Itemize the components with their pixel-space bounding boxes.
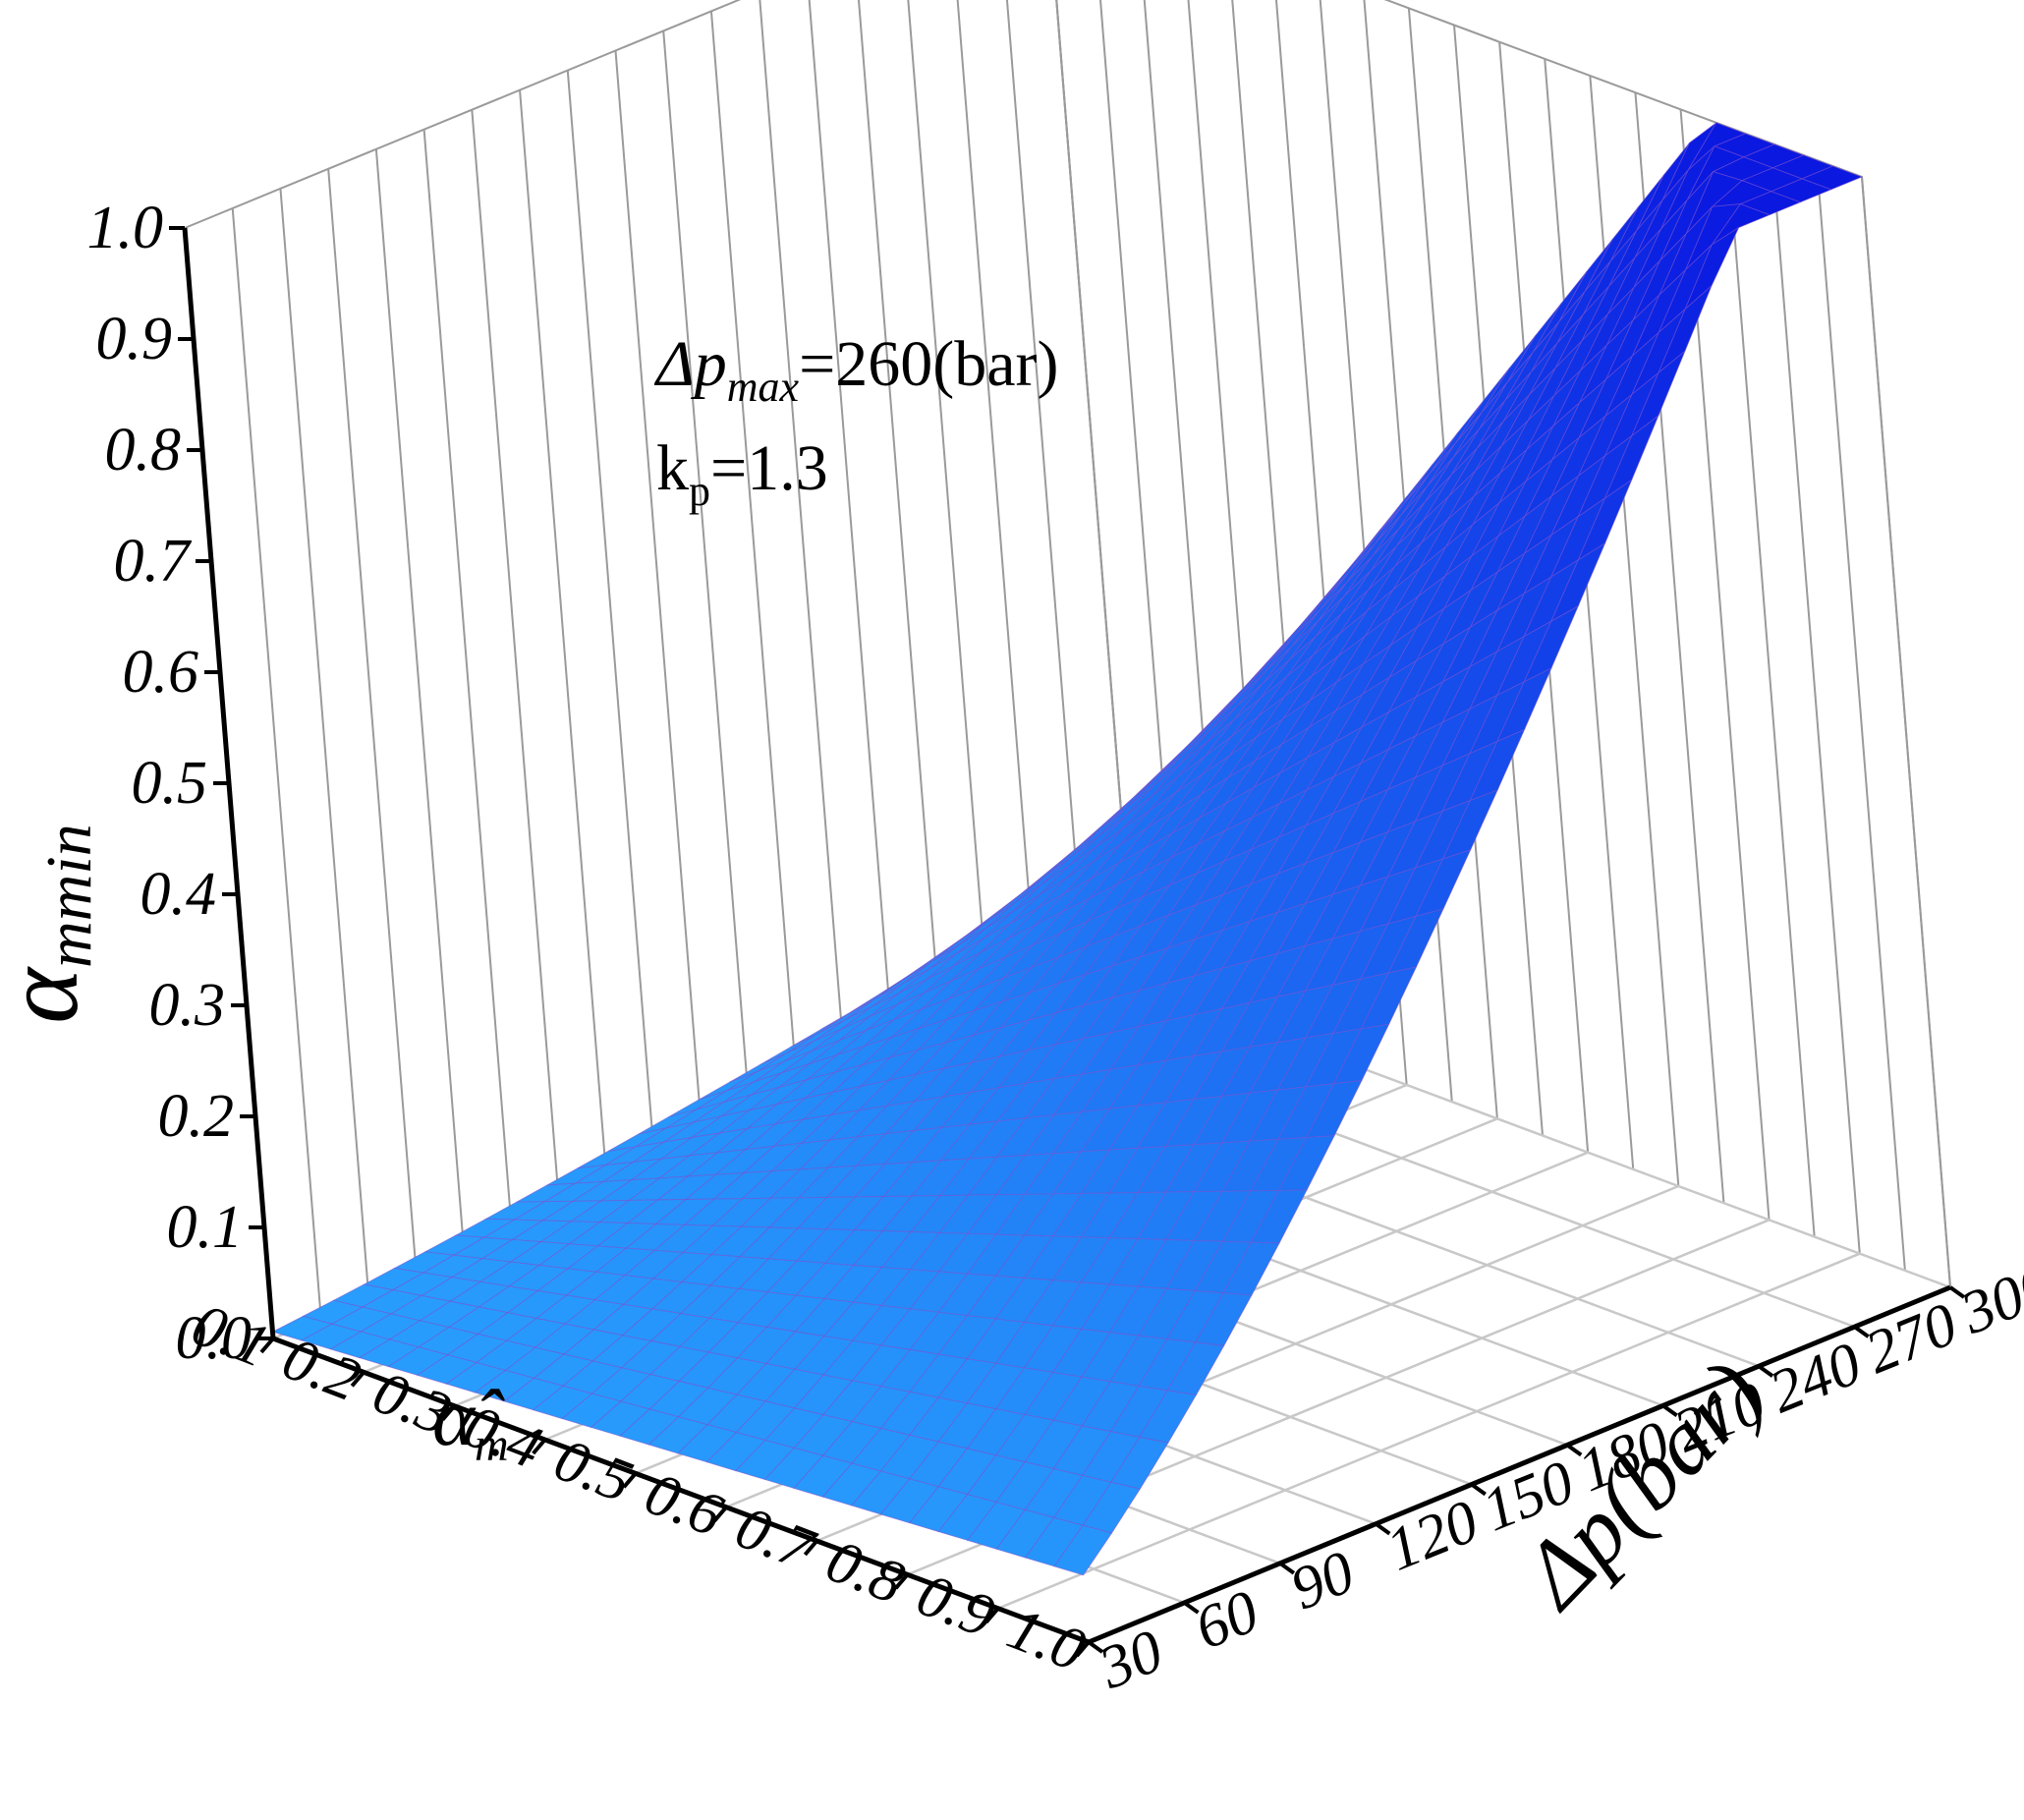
z-tick-label: 0.8 <box>105 417 182 483</box>
dp-max-annotation: Δpmax=260(bar) <box>653 328 1059 411</box>
wall-gridline <box>956 0 1040 1024</box>
y-tick-label: 90 <box>1282 1539 1364 1623</box>
y-tick-mark <box>1566 1443 1583 1457</box>
y-tick-mark <box>1853 1325 1870 1338</box>
wall-gridline <box>614 50 705 1162</box>
wall-gridline <box>1544 58 1635 1169</box>
wall-gridline <box>1815 159 1906 1271</box>
wall-gridline <box>566 70 657 1181</box>
wall-gridline <box>374 148 466 1260</box>
wall-gridline <box>1005 0 1089 1004</box>
z-tick-label: 0.2 <box>158 1083 235 1150</box>
z-tick-label: 0.3 <box>149 972 226 1039</box>
z-tick-label: 0.9 <box>96 306 173 372</box>
x-tick-label: 0.5 <box>546 1426 642 1515</box>
x-tick-mark <box>622 1472 638 1489</box>
x-tick-mark <box>803 1539 818 1557</box>
wall-gridline <box>519 89 610 1201</box>
kp-sub: p <box>689 467 710 515</box>
x-tick-mark <box>1075 1640 1091 1658</box>
wall-gridline <box>662 30 754 1142</box>
y-tick-mark <box>1278 1562 1296 1575</box>
y-tick-mark <box>1470 1482 1487 1497</box>
x-tick-mark <box>894 1573 910 1590</box>
z-tick-label: 0.0 <box>176 1305 253 1372</box>
y-tick-mark <box>1183 1601 1200 1615</box>
wall-gridline <box>857 0 945 1063</box>
x-tick-label: 0.6 <box>637 1460 732 1550</box>
wall-gridline <box>1770 142 1861 1254</box>
wall-gridline <box>808 0 897 1083</box>
floor-gridline <box>997 1252 1861 1610</box>
wall-gridline <box>279 188 370 1299</box>
wall-gridline <box>709 11 801 1122</box>
dp-max-prefix: Δp <box>653 328 727 400</box>
x-tick-label: 0.8 <box>817 1527 913 1617</box>
wall-gridline <box>422 129 514 1240</box>
x-tick-mark <box>259 1337 275 1354</box>
y-axis-line <box>1088 1284 1951 1645</box>
z-axis-title-main: α <box>0 966 100 1024</box>
kp-annotation: kp=1.3 <box>656 432 828 515</box>
wall-gridline <box>471 109 562 1221</box>
z-axis-ticks: 0.0 0.1 0.2 0.3 0.4 0.5 0.6 0.7 0.8 0.9 1.0 <box>87 195 273 1372</box>
x-axis-line <box>272 1336 1090 1645</box>
z-tick-label: 0.7 <box>114 528 194 595</box>
z-axis-title-sub: mmin <box>33 824 105 968</box>
surface-mesh <box>271 122 1864 1576</box>
y-tick-label: 270 <box>1856 1290 1966 1387</box>
kp-prefix: k <box>656 432 689 504</box>
y-tick-label: 300 <box>1951 1251 2024 1347</box>
y-tick-label: 60 <box>1186 1578 1267 1663</box>
x-tick-mark <box>532 1438 547 1455</box>
x-axis-title-sub: m <box>475 1419 509 1471</box>
y-tick-label: 120 <box>1377 1488 1488 1584</box>
wall-gridline <box>1055 0 1136 985</box>
y-tick-mark <box>1087 1640 1104 1654</box>
x-tick-label: 0.9 <box>908 1562 1003 1651</box>
x-tick-label: 0.7 <box>727 1494 825 1584</box>
wall-gridline <box>231 207 322 1320</box>
x-tick-mark <box>440 1404 456 1421</box>
surface-patch <box>1053 1524 1113 1576</box>
wall-gridline <box>1861 176 1951 1288</box>
wall-gridline <box>907 0 992 1044</box>
wall-gridline <box>759 0 849 1103</box>
z-tick-label: 0.5 <box>132 750 208 817</box>
y-tick-mark <box>1948 1285 1966 1299</box>
x-tick-label: 1.0 <box>999 1595 1095 1684</box>
x-tick-mark <box>350 1371 365 1388</box>
dp-max-sub: max <box>727 363 800 411</box>
z-tick-label: 1.0 <box>87 195 164 261</box>
kp-value: =1.3 <box>710 432 828 504</box>
back-walls <box>184 0 1951 1339</box>
x-tick-mark <box>712 1506 728 1522</box>
y-tick-mark <box>1661 1403 1678 1417</box>
x-tick-mark <box>984 1607 1000 1623</box>
dp-max-value: =260(bar) <box>799 328 1058 400</box>
z-axis-title: αmmin <box>0 824 105 1023</box>
y-tick-label: 30 <box>1090 1618 1172 1703</box>
y-tick-mark <box>1757 1364 1774 1378</box>
y-tick-mark <box>1375 1522 1391 1536</box>
wall-gridline <box>327 168 419 1280</box>
z-tick-label: 0.1 <box>167 1194 244 1261</box>
wall-gridline <box>1724 126 1816 1237</box>
z-tick-label: 0.4 <box>141 861 217 928</box>
z-tick-label: 0.6 <box>123 639 199 706</box>
